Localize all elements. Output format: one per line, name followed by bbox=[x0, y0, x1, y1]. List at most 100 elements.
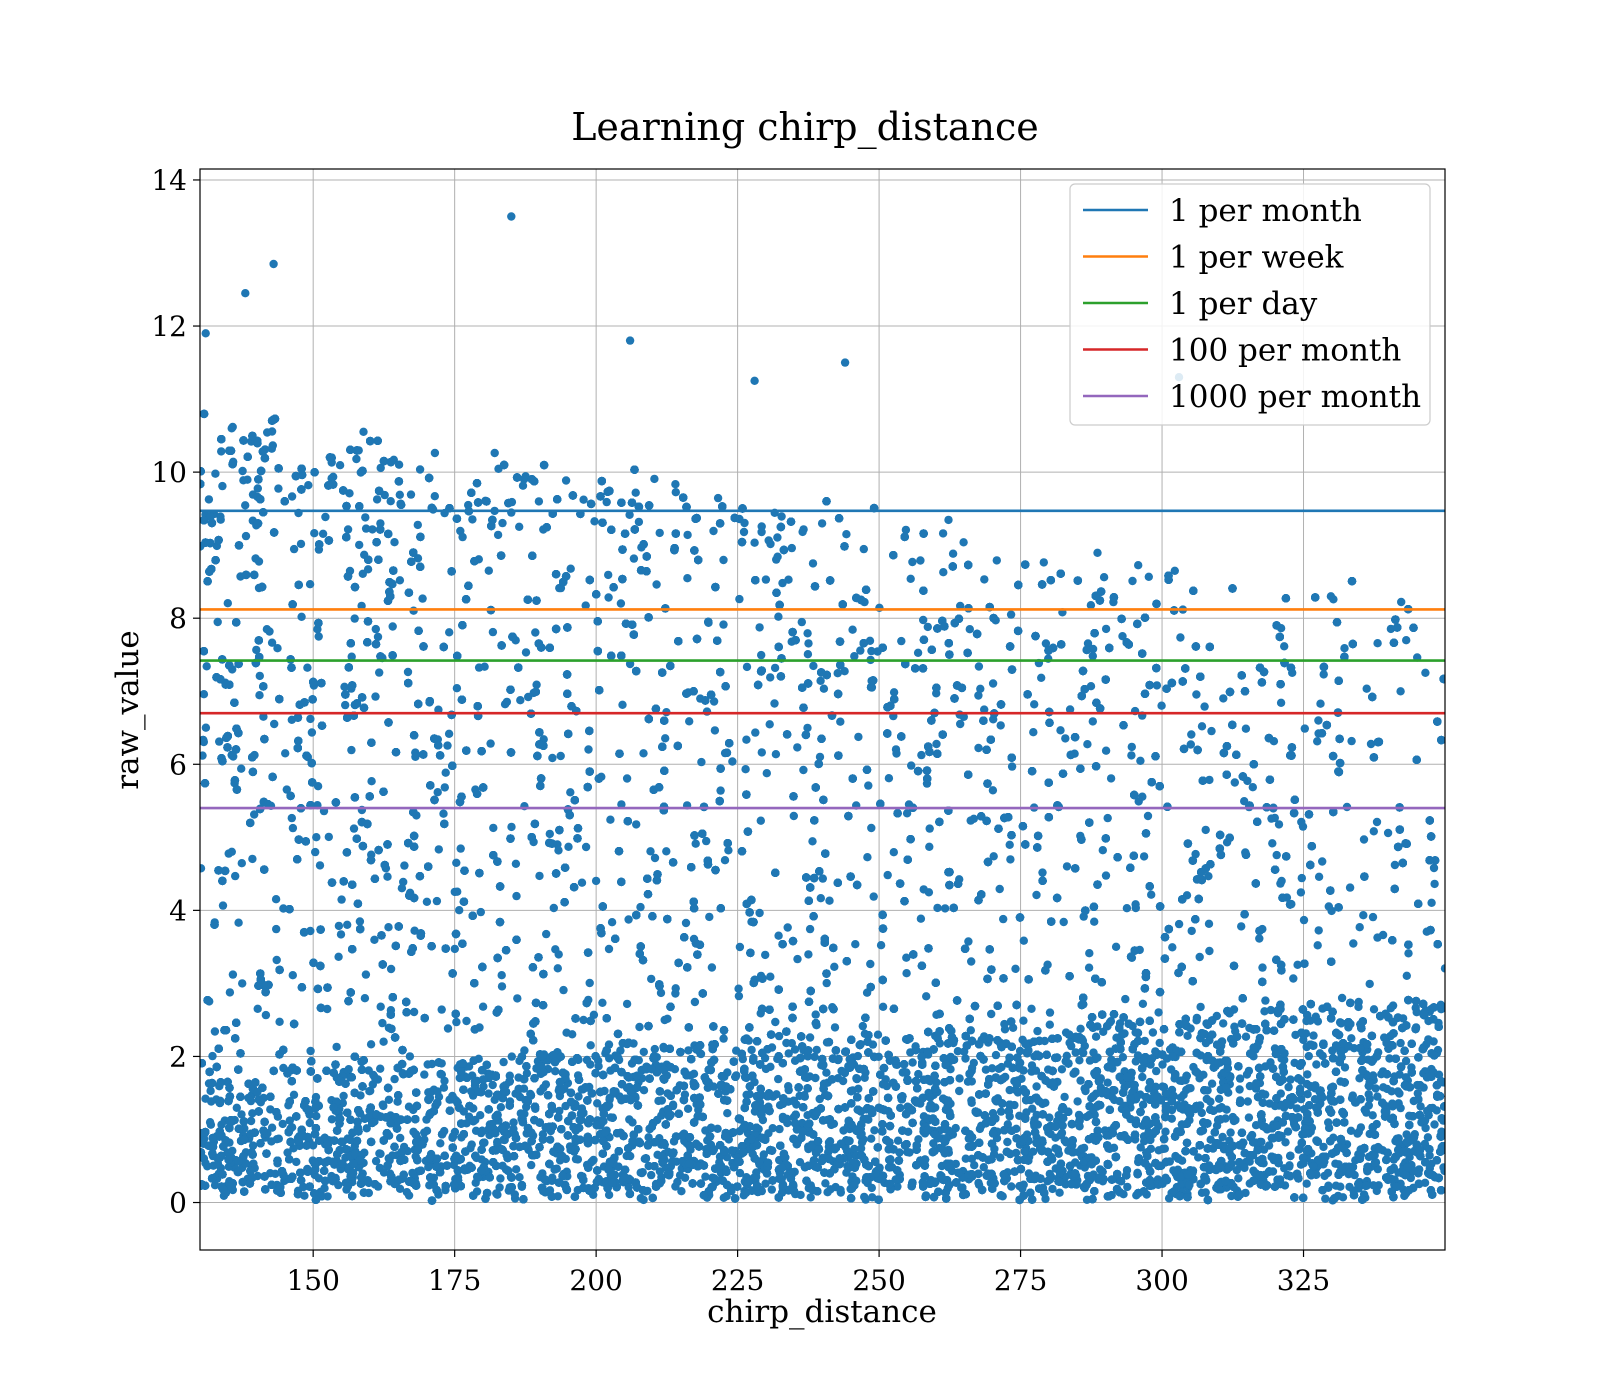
scatter-point bbox=[352, 454, 361, 464]
scatter-point bbox=[850, 652, 859, 661]
scatter-point bbox=[1260, 1007, 1269, 1016]
scatter-point bbox=[1000, 1025, 1010, 1034]
scatter-point bbox=[764, 536, 773, 545]
scatter-point bbox=[1085, 1056, 1095, 1065]
scatter-point bbox=[1101, 624, 1111, 634]
scatter-point bbox=[590, 517, 599, 526]
scatter-point bbox=[766, 673, 775, 682]
scatter-point bbox=[988, 679, 998, 688]
scatter-point bbox=[1354, 997, 1363, 1007]
scatter-point bbox=[579, 495, 588, 504]
scatter-point bbox=[218, 481, 227, 491]
scatter-point bbox=[206, 1086, 215, 1096]
scatter-point bbox=[1368, 912, 1378, 922]
scatter-point bbox=[275, 1017, 284, 1026]
scatter-point bbox=[1364, 1090, 1373, 1099]
scatter-point bbox=[512, 891, 521, 901]
scatter-point bbox=[388, 622, 397, 631]
scatter-point bbox=[1158, 1060, 1167, 1069]
scatter-point bbox=[458, 532, 467, 542]
scatter-point bbox=[996, 721, 1005, 730]
scatter-point bbox=[925, 842, 934, 851]
scatter-point bbox=[383, 872, 392, 881]
scatter-point bbox=[803, 629, 812, 638]
scatter-point bbox=[961, 1154, 970, 1163]
scatter-point bbox=[467, 1140, 476, 1149]
scatter-point bbox=[1134, 561, 1143, 570]
scatter-point bbox=[819, 684, 829, 693]
scatter-point bbox=[422, 897, 432, 906]
scatter-point bbox=[1294, 1145, 1303, 1154]
scatter-point bbox=[1284, 1082, 1293, 1092]
scatter-point bbox=[384, 923, 393, 932]
scatter-point bbox=[602, 497, 611, 507]
scatter-point bbox=[995, 884, 1004, 894]
scatter-point bbox=[948, 549, 958, 558]
scatter-point bbox=[239, 476, 248, 485]
scatter-point bbox=[639, 1047, 648, 1057]
scatter-point bbox=[742, 662, 752, 672]
scatter-point bbox=[864, 781, 873, 790]
scatter-point bbox=[883, 870, 892, 880]
scatter-point bbox=[542, 929, 551, 939]
scatter-point bbox=[858, 1021, 867, 1031]
scatter-point bbox=[476, 907, 485, 917]
scatter-point bbox=[966, 1026, 975, 1035]
scatter-point bbox=[1122, 904, 1132, 913]
scatter-point bbox=[437, 1005, 446, 1014]
scatter-point bbox=[1086, 682, 1096, 691]
scatter-point bbox=[822, 978, 831, 988]
scatter-point bbox=[581, 842, 591, 852]
scatter-point bbox=[267, 1137, 276, 1146]
scatter-point bbox=[267, 638, 277, 647]
scatter-point bbox=[652, 580, 661, 589]
scatter-point bbox=[650, 1044, 659, 1054]
scatter-point bbox=[282, 785, 291, 794]
scatter-point bbox=[1349, 939, 1358, 948]
scatter-point bbox=[1280, 642, 1289, 651]
scatter-point bbox=[1032, 1082, 1041, 1091]
scatter-point bbox=[259, 712, 268, 721]
scatter-point bbox=[639, 749, 648, 758]
scatter-point bbox=[1299, 915, 1309, 925]
scatter-point bbox=[1324, 1118, 1333, 1127]
scatter-point bbox=[833, 669, 842, 678]
scatter-point bbox=[919, 885, 928, 894]
scatter-point bbox=[1347, 736, 1356, 746]
scatter-point bbox=[1257, 1137, 1266, 1147]
scatter-point bbox=[812, 1045, 821, 1055]
scatter-point bbox=[450, 887, 459, 897]
scatter-point bbox=[1029, 728, 1038, 737]
scatter-point bbox=[1226, 1128, 1235, 1137]
scatter-point bbox=[283, 1148, 292, 1157]
scatter-point bbox=[1018, 1184, 1027, 1193]
scatter-point bbox=[253, 484, 262, 493]
scatter-point bbox=[823, 1188, 832, 1197]
scatter-point bbox=[724, 846, 733, 855]
scatter-point bbox=[1055, 1188, 1064, 1197]
scatter-point bbox=[1319, 670, 1328, 679]
scatter-point bbox=[1313, 941, 1322, 950]
scatter-point bbox=[631, 488, 640, 497]
scatter-point bbox=[448, 1091, 457, 1101]
scatter-point bbox=[1090, 917, 1099, 926]
scatter-point bbox=[916, 556, 925, 565]
scatter-point bbox=[1088, 651, 1098, 661]
scatter-point bbox=[739, 527, 749, 537]
scatter-point bbox=[1098, 846, 1108, 855]
scatter-point bbox=[1337, 993, 1347, 1003]
scatter-point bbox=[452, 684, 462, 693]
scatter-point bbox=[902, 953, 911, 962]
scatter-point bbox=[311, 847, 320, 857]
scatter-point bbox=[1396, 1103, 1405, 1113]
scatter-point bbox=[225, 988, 235, 997]
scatter-point bbox=[1286, 1075, 1295, 1084]
scatter-point bbox=[406, 490, 416, 499]
scatter-point bbox=[799, 525, 808, 534]
scatter-point bbox=[994, 1064, 1003, 1074]
scatter-point bbox=[1289, 974, 1298, 983]
scatter-point bbox=[1030, 700, 1039, 709]
scatter-point bbox=[255, 671, 264, 681]
scatter-point bbox=[371, 624, 380, 634]
scatter-point bbox=[944, 515, 953, 525]
